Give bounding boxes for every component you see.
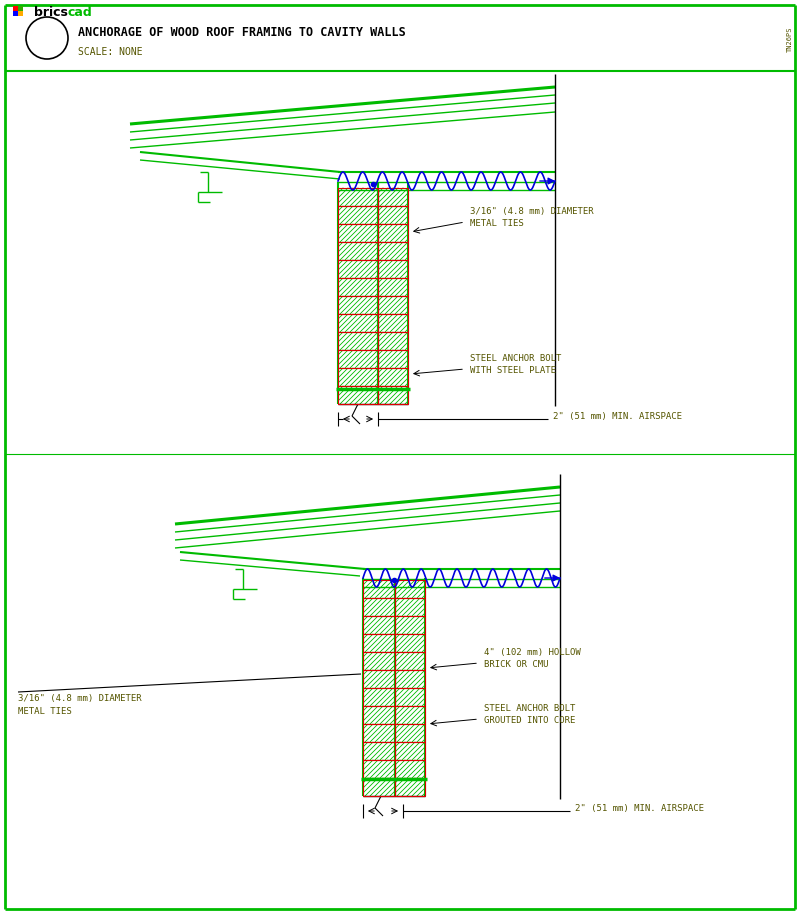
Bar: [395, 598, 425, 616]
Bar: [378, 224, 408, 242]
Text: ANCHORAGE OF WOOD ROOF FRAMING TO CAVITY WALLS: ANCHORAGE OF WOOD ROOF FRAMING TO CAVITY…: [78, 27, 406, 39]
Bar: [338, 188, 378, 206]
Text: METAL TIES: METAL TIES: [18, 707, 72, 716]
Bar: [13, 11, 18, 16]
Bar: [338, 314, 378, 332]
Bar: [378, 278, 408, 296]
Bar: [363, 652, 395, 670]
Circle shape: [26, 17, 68, 59]
Bar: [338, 224, 378, 242]
Bar: [395, 580, 425, 598]
Bar: [363, 706, 395, 724]
Text: brics: brics: [34, 6, 68, 19]
Bar: [395, 706, 425, 724]
Text: METAL TIES: METAL TIES: [470, 219, 524, 228]
Bar: [338, 260, 378, 278]
Bar: [363, 724, 395, 742]
Bar: [338, 278, 378, 296]
Bar: [378, 368, 408, 386]
Text: 3/16" (4.8 mm) DIAMETER: 3/16" (4.8 mm) DIAMETER: [470, 207, 594, 216]
Bar: [363, 742, 395, 760]
Text: BRICK OR CMU: BRICK OR CMU: [484, 660, 549, 669]
Text: 2" (51 mm) MIN. AIRSPACE: 2" (51 mm) MIN. AIRSPACE: [575, 804, 704, 813]
Bar: [395, 724, 425, 742]
Bar: [338, 296, 378, 314]
Bar: [363, 634, 395, 652]
Bar: [395, 634, 425, 652]
Bar: [378, 314, 408, 332]
Bar: [363, 760, 395, 778]
Text: cad: cad: [68, 6, 93, 19]
Text: WITH STEEL PLATE: WITH STEEL PLATE: [470, 366, 556, 375]
Bar: [395, 652, 425, 670]
Bar: [395, 760, 425, 778]
Bar: [378, 188, 408, 206]
Bar: [338, 242, 378, 260]
Bar: [338, 350, 378, 368]
Bar: [395, 616, 425, 634]
Bar: [378, 332, 408, 350]
Bar: [363, 598, 395, 616]
Text: 2" (51 mm) MIN. AIRSPACE: 2" (51 mm) MIN. AIRSPACE: [553, 412, 682, 421]
Text: SCALE: NONE: SCALE: NONE: [78, 47, 142, 57]
Bar: [378, 206, 408, 224]
Bar: [18, 6, 23, 11]
Bar: [395, 688, 425, 706]
Bar: [363, 670, 395, 688]
Bar: [378, 350, 408, 368]
Bar: [363, 688, 395, 706]
Bar: [363, 616, 395, 634]
Text: STEEL ANCHOR BOLT: STEEL ANCHOR BOLT: [484, 704, 575, 713]
Bar: [338, 332, 378, 350]
Text: 3/16" (4.8 mm) DIAMETER: 3/16" (4.8 mm) DIAMETER: [18, 695, 142, 704]
Bar: [363, 778, 395, 796]
Bar: [13, 6, 18, 11]
Text: 4" (102 mm) HOLLOW: 4" (102 mm) HOLLOW: [484, 648, 581, 657]
Bar: [363, 580, 395, 598]
Text: GROUTED INTO CORE: GROUTED INTO CORE: [484, 716, 575, 725]
Bar: [395, 670, 425, 688]
Bar: [338, 386, 378, 404]
Bar: [395, 742, 425, 760]
Bar: [378, 260, 408, 278]
Bar: [18, 11, 23, 16]
Bar: [338, 368, 378, 386]
Text: TN26PS: TN26PS: [787, 27, 793, 52]
Bar: [338, 206, 378, 224]
Text: STEEL ANCHOR BOLT: STEEL ANCHOR BOLT: [470, 354, 562, 363]
Bar: [378, 386, 408, 404]
Bar: [395, 778, 425, 796]
Bar: [378, 296, 408, 314]
Bar: [378, 242, 408, 260]
